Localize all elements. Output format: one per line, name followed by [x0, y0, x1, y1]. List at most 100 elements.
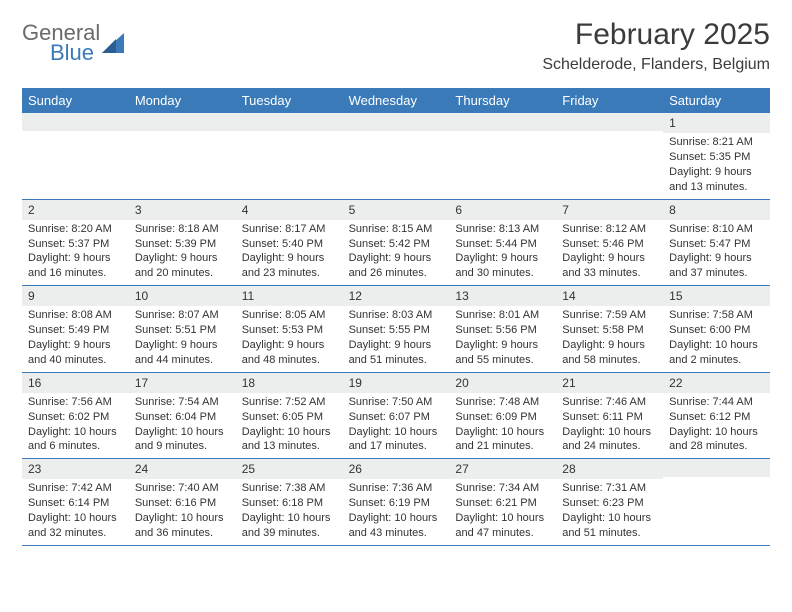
sunrise-text: Sunrise: 7:54 AM — [135, 395, 230, 410]
day-body: Sunrise: 8:17 AMSunset: 5:40 PMDaylight:… — [236, 220, 343, 285]
sunrise-text: Sunrise: 7:58 AM — [669, 308, 764, 323]
sunset-text: Sunset: 5:42 PM — [349, 237, 444, 252]
daylight-text: Daylight: 10 hours and 36 minutes. — [135, 511, 230, 541]
day-number: 3 — [129, 200, 236, 220]
sunset-text: Sunset: 6:19 PM — [349, 496, 444, 511]
daylight-text: Daylight: 9 hours and 16 minutes. — [28, 251, 123, 281]
sunrise-text: Sunrise: 8:10 AM — [669, 222, 764, 237]
daylight-text: Daylight: 9 hours and 13 minutes. — [669, 165, 764, 195]
dow-friday: Friday — [556, 88, 663, 113]
daylight-text: Daylight: 10 hours and 9 minutes. — [135, 425, 230, 455]
daylight-text: Daylight: 9 hours and 37 minutes. — [669, 251, 764, 281]
day-body: Sunrise: 7:58 AMSunset: 6:00 PMDaylight:… — [663, 306, 770, 371]
day-number: 24 — [129, 459, 236, 479]
day-body: Sunrise: 8:15 AMSunset: 5:42 PMDaylight:… — [343, 220, 450, 285]
sunset-text: Sunset: 5:39 PM — [135, 237, 230, 252]
day-number: 19 — [343, 373, 450, 393]
sunset-text: Sunset: 5:49 PM — [28, 323, 123, 338]
day-number: 13 — [449, 286, 556, 306]
day-number: 22 — [663, 373, 770, 393]
day-body: Sunrise: 8:01 AMSunset: 5:56 PMDaylight:… — [449, 306, 556, 371]
sunrise-text: Sunrise: 7:59 AM — [562, 308, 657, 323]
day-number: 8 — [663, 200, 770, 220]
header: General Blue February 2025 Schelderode, … — [22, 18, 770, 74]
brand-text: General Blue — [22, 22, 100, 64]
weeks-container: 1Sunrise: 8:21 AMSunset: 5:35 PMDaylight… — [22, 113, 770, 546]
dow-tuesday: Tuesday — [236, 88, 343, 113]
sunset-text: Sunset: 5:46 PM — [562, 237, 657, 252]
daylight-text: Daylight: 10 hours and 2 minutes. — [669, 338, 764, 368]
day-number: 4 — [236, 200, 343, 220]
sunrise-text: Sunrise: 8:21 AM — [669, 135, 764, 150]
daylight-text: Daylight: 10 hours and 21 minutes. — [455, 425, 550, 455]
title-block: February 2025 Schelderode, Flanders, Bel… — [542, 18, 770, 74]
sunset-text: Sunset: 6:16 PM — [135, 496, 230, 511]
day-body: Sunrise: 8:21 AMSunset: 5:35 PMDaylight:… — [663, 133, 770, 198]
day-cell: 13Sunrise: 8:01 AMSunset: 5:56 PMDayligh… — [449, 286, 556, 372]
day-cell: 21Sunrise: 7:46 AMSunset: 6:11 PMDayligh… — [556, 373, 663, 459]
sunset-text: Sunset: 6:04 PM — [135, 410, 230, 425]
day-number: 15 — [663, 286, 770, 306]
sunset-text: Sunset: 5:55 PM — [349, 323, 444, 338]
sunrise-text: Sunrise: 7:40 AM — [135, 481, 230, 496]
sunset-text: Sunset: 6:14 PM — [28, 496, 123, 511]
sunset-text: Sunset: 6:12 PM — [669, 410, 764, 425]
day-body: Sunrise: 7:42 AMSunset: 6:14 PMDaylight:… — [22, 479, 129, 544]
day-body: Sunrise: 8:03 AMSunset: 5:55 PMDaylight:… — [343, 306, 450, 371]
daylight-text: Daylight: 9 hours and 48 minutes. — [242, 338, 337, 368]
sunset-text: Sunset: 5:56 PM — [455, 323, 550, 338]
day-cell — [449, 113, 556, 199]
day-number: 12 — [343, 286, 450, 306]
day-cell: 8Sunrise: 8:10 AMSunset: 5:47 PMDaylight… — [663, 200, 770, 286]
day-number: 16 — [22, 373, 129, 393]
day-cell: 1Sunrise: 8:21 AMSunset: 5:35 PMDaylight… — [663, 113, 770, 199]
day-number: 2 — [22, 200, 129, 220]
daylight-text: Daylight: 9 hours and 33 minutes. — [562, 251, 657, 281]
day-body: Sunrise: 8:10 AMSunset: 5:47 PMDaylight:… — [663, 220, 770, 285]
day-cell: 2Sunrise: 8:20 AMSunset: 5:37 PMDaylight… — [22, 200, 129, 286]
day-number: 18 — [236, 373, 343, 393]
sunrise-text: Sunrise: 8:12 AM — [562, 222, 657, 237]
sunrise-text: Sunrise: 8:17 AM — [242, 222, 337, 237]
day-number — [343, 113, 450, 131]
sunrise-text: Sunrise: 8:13 AM — [455, 222, 550, 237]
daylight-text: Daylight: 9 hours and 26 minutes. — [349, 251, 444, 281]
sunset-text: Sunset: 5:40 PM — [242, 237, 337, 252]
location: Schelderode, Flanders, Belgium — [542, 56, 770, 74]
calendar: Sunday Monday Tuesday Wednesday Thursday… — [22, 88, 770, 546]
day-body: Sunrise: 7:40 AMSunset: 6:16 PMDaylight:… — [129, 479, 236, 544]
day-cell: 23Sunrise: 7:42 AMSunset: 6:14 PMDayligh… — [22, 459, 129, 545]
sunrise-text: Sunrise: 8:01 AM — [455, 308, 550, 323]
day-body — [22, 131, 129, 137]
daylight-text: Daylight: 10 hours and 32 minutes. — [28, 511, 123, 541]
day-number — [22, 113, 129, 131]
sunset-text: Sunset: 6:21 PM — [455, 496, 550, 511]
week-row: 2Sunrise: 8:20 AMSunset: 5:37 PMDaylight… — [22, 200, 770, 287]
week-row: 9Sunrise: 8:08 AMSunset: 5:49 PMDaylight… — [22, 286, 770, 373]
sunrise-text: Sunrise: 8:18 AM — [135, 222, 230, 237]
day-cell: 22Sunrise: 7:44 AMSunset: 6:12 PMDayligh… — [663, 373, 770, 459]
sunrise-text: Sunrise: 7:34 AM — [455, 481, 550, 496]
day-body: Sunrise: 7:44 AMSunset: 6:12 PMDaylight:… — [663, 393, 770, 458]
sunset-text: Sunset: 6:11 PM — [562, 410, 657, 425]
day-cell: 28Sunrise: 7:31 AMSunset: 6:23 PMDayligh… — [556, 459, 663, 545]
day-cell: 27Sunrise: 7:34 AMSunset: 6:21 PMDayligh… — [449, 459, 556, 545]
day-cell: 14Sunrise: 7:59 AMSunset: 5:58 PMDayligh… — [556, 286, 663, 372]
daylight-text: Daylight: 9 hours and 55 minutes. — [455, 338, 550, 368]
day-number: 5 — [343, 200, 450, 220]
day-cell — [343, 113, 450, 199]
day-body: Sunrise: 7:46 AMSunset: 6:11 PMDaylight:… — [556, 393, 663, 458]
day-body — [236, 131, 343, 137]
week-row: 23Sunrise: 7:42 AMSunset: 6:14 PMDayligh… — [22, 459, 770, 546]
week-row: 16Sunrise: 7:56 AMSunset: 6:02 PMDayligh… — [22, 373, 770, 460]
day-number — [236, 113, 343, 131]
daylight-text: Daylight: 9 hours and 30 minutes. — [455, 251, 550, 281]
month-title: February 2025 — [542, 18, 770, 52]
day-body: Sunrise: 7:54 AMSunset: 6:04 PMDaylight:… — [129, 393, 236, 458]
day-number — [129, 113, 236, 131]
day-body: Sunrise: 7:52 AMSunset: 6:05 PMDaylight:… — [236, 393, 343, 458]
sail-icon — [102, 31, 128, 55]
sunrise-text: Sunrise: 8:20 AM — [28, 222, 123, 237]
daylight-text: Daylight: 10 hours and 51 minutes. — [562, 511, 657, 541]
day-cell: 5Sunrise: 8:15 AMSunset: 5:42 PMDaylight… — [343, 200, 450, 286]
